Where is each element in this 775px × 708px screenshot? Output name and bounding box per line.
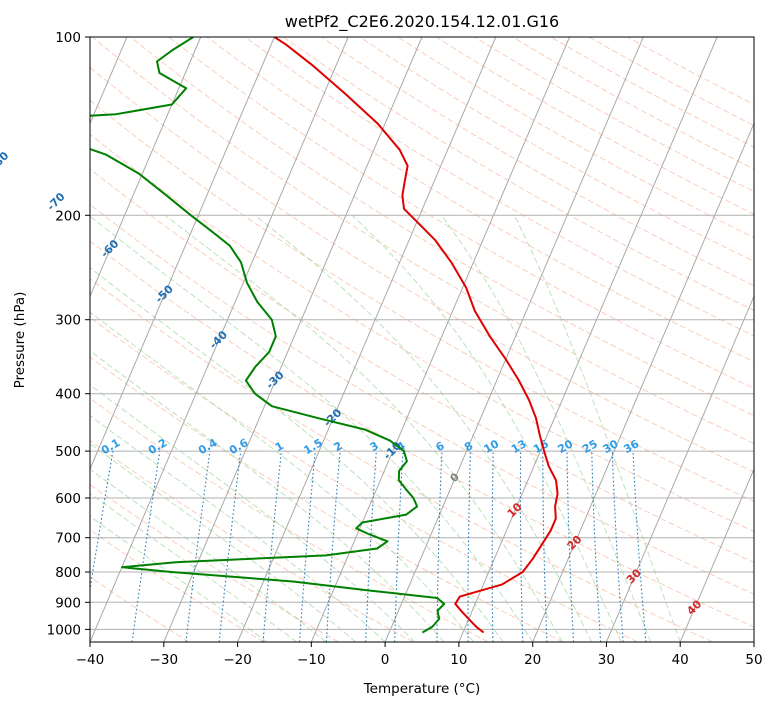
isotherm-line [532, 122, 754, 642]
isotherm-line [605, 295, 754, 642]
x-tick-label: 50 [745, 652, 762, 668]
y-tick-label: 1000 [47, 622, 81, 638]
y-tick-label: 100 [55, 30, 81, 46]
y-tick-label: 200 [55, 208, 81, 224]
moist-adiabat-line [90, 515, 268, 642]
mixing-ratio-line [218, 451, 242, 642]
x-tick-label: −40 [76, 652, 105, 668]
isotherm-line [90, 37, 275, 471]
y-tick-label: 600 [55, 491, 81, 507]
moist-adiabat-line [90, 415, 386, 642]
x-tick-label: 10 [450, 652, 467, 668]
dry-adiabat-line [90, 316, 639, 642]
x-tick-label: −30 [150, 652, 179, 668]
x-tick-label: 0 [381, 652, 390, 668]
isotherm-line [90, 37, 349, 642]
x-tick-label: −10 [297, 652, 326, 668]
y-axis-label: Pressure (hPa) [12, 292, 28, 389]
moist-adiabat-line [513, 215, 681, 642]
y-tick-label: 300 [55, 313, 81, 329]
mixing-ratio-line [632, 451, 647, 642]
isotherm-line [237, 37, 497, 642]
x-axis-label: Temperature (°C) [363, 681, 481, 697]
isotherm-label: -80 [0, 149, 12, 172]
moist-adiabat-line [164, 214, 563, 642]
isotherm-line [163, 37, 423, 642]
mixing-ratio-line [185, 451, 211, 642]
profiles [90, 37, 559, 634]
moist-adiabat-line [440, 215, 652, 642]
moist-adiabat-line [254, 214, 593, 642]
dry-adiabat-line [321, 37, 754, 287]
x-tick-label: 30 [598, 652, 615, 668]
chart-title: wetPf2_C2E6.2020.154.12.01.G16 [285, 12, 559, 32]
dewpoint-profile-line [90, 37, 446, 634]
x-ticks: −40 −30 −20 −10 0 10 20 30 40 50 [76, 642, 763, 668]
dry-adiabat-line [90, 66, 754, 473]
moist-adiabat-line [90, 492, 297, 642]
mixing-ratio-line [299, 451, 316, 642]
mixing-ratio-line [262, 451, 283, 642]
dry-adiabat-line [283, 37, 754, 312]
y-tick-label: 900 [55, 595, 81, 611]
moist-adiabat-line [351, 214, 622, 642]
moist-adiabat-line [90, 442, 356, 642]
isotherm-line [90, 37, 202, 298]
dry-adiabat-line [130, 37, 754, 417]
y-tick-label: 700 [55, 531, 81, 547]
dry-adiabat-line [90, 240, 754, 628]
plot-frame [89, 36, 755, 643]
background-lines [90, 37, 754, 642]
dry-adiabat-line [90, 483, 339, 642]
dry-adiabat-line [90, 576, 190, 642]
isotherm-line [384, 37, 644, 642]
isotherm-line [458, 37, 718, 642]
y-tick-label: 400 [55, 387, 81, 403]
y-ticks: 100 200 300 400 500 600 700 800 900 1000 [47, 30, 90, 638]
moist-adiabat-line [90, 215, 534, 642]
y-tick-label: 500 [55, 444, 81, 460]
isotherm-line [310, 37, 571, 642]
dry-adiabat-line [90, 133, 754, 533]
x-tick-label: −20 [223, 652, 252, 668]
moist-adiabat-line [90, 267, 504, 642]
x-tick-label: 40 [672, 652, 689, 668]
temperature-profile-line [273, 37, 559, 634]
dry-adiabat-line [90, 203, 754, 595]
y-tick-label: 800 [55, 565, 81, 581]
x-tick-label: 20 [524, 652, 541, 668]
dry-adiabat-line [90, 397, 489, 642]
dry-adiabat-line [206, 37, 754, 363]
isotherm-line [679, 467, 754, 642]
mixing-ratio-line [131, 451, 161, 642]
moist-adiabat-line [90, 350, 445, 642]
moist-adiabat-line [90, 468, 327, 642]
dry-adiabat-line [90, 356, 564, 642]
